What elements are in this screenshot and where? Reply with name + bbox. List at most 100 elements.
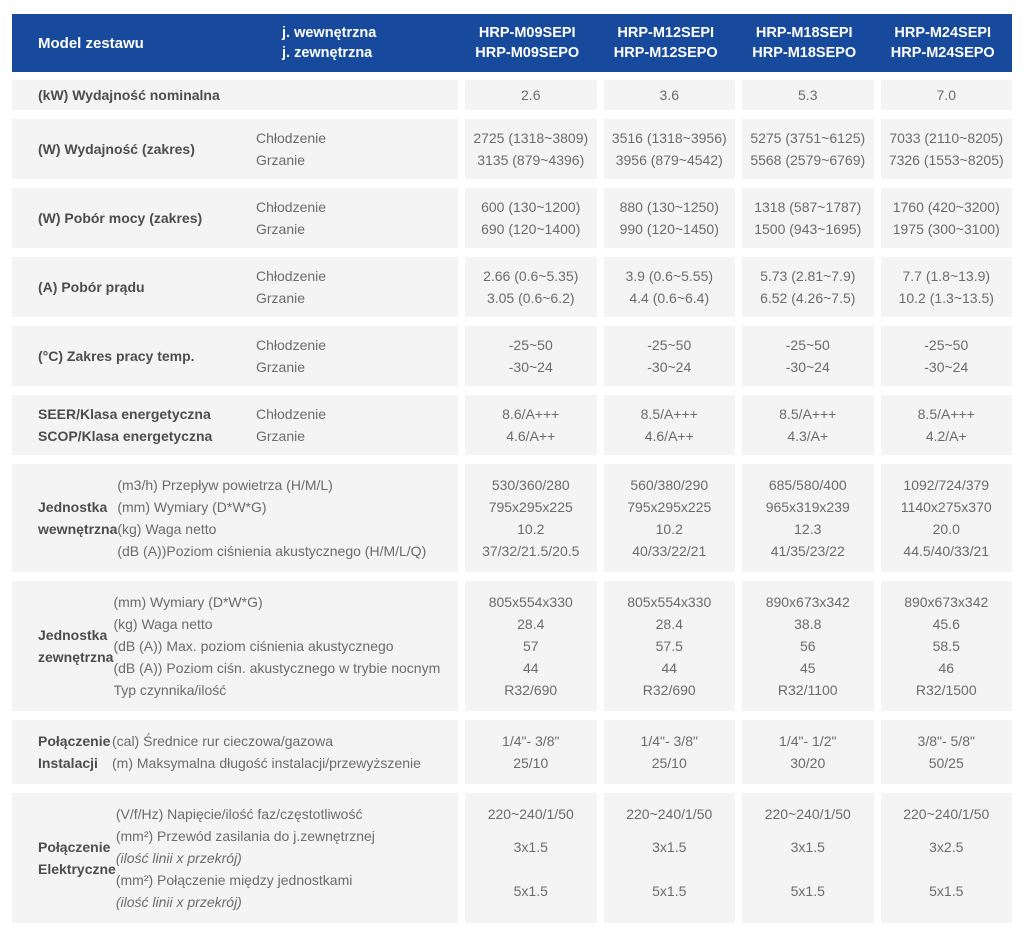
value-cell: -30~24 (924, 359, 969, 375)
parameter-note: (ilość linii x przekrój) (115, 894, 242, 910)
value-cell: 10.2 (655, 521, 683, 537)
value-cell: 965x319x239 (765, 499, 850, 515)
parameter: (V/f/Hz) Napięcie/ilość faz/częstotliwoś… (116, 803, 458, 825)
header-model-column: HRP-M24SEPI HRP-M24SEPO (874, 23, 1013, 63)
value-cell: 12.3 (794, 521, 822, 537)
value-cell: 56 (799, 638, 816, 654)
value-cell: 3.9 (0.6~5.55) (625, 268, 714, 284)
value-cell: 3135 (879~4396) (477, 152, 585, 168)
value-cell: 44.5/40/33/21 (903, 543, 990, 559)
value-column: 1/4"- 1/2" 30/20 (742, 720, 874, 784)
value-cell: 890x673x342 (765, 594, 850, 610)
value-column: 5.3 (742, 80, 874, 110)
row-label-block: (W) Wydajność (zakres) Chłodzenie Grzanie (12, 119, 458, 179)
row-label-line: (°C) Zakres pracy temp. (38, 348, 195, 364)
value-cell: 45.6 (932, 616, 960, 632)
parameter-text: (kg) Waga netto (113, 616, 213, 632)
header-unit-labels: j. wewnętrzna j. zewnętrzna (282, 23, 458, 63)
value-column: 600 (130~1200) 690 (120~1400) (465, 188, 597, 248)
value-cell: 3x1.5 (513, 839, 548, 855)
parameter-text: (dB (A)) Poziom ciśn. akustycznego w try… (113, 660, 441, 676)
section-name-line: Instalacji (38, 755, 98, 771)
value-cell: 25/10 (651, 755, 687, 771)
value-cell: 1760 (420~3200) (892, 199, 1000, 215)
value-cell: 4.3/A+ (787, 428, 829, 444)
value-column: 8.5/A+++ 4.2/A+ (880, 395, 1012, 455)
value-column: 220~240/1/50 3x2.5 5x1.5 (880, 793, 1012, 923)
value-cell: 45 (799, 660, 816, 676)
value-cell: 1140x275x370 (900, 499, 992, 515)
row-label-line: (kW) Wydajność nominalna (38, 87, 220, 103)
mode-label: Chłodzenie (256, 130, 327, 146)
value-column: 3516 (1318~3956) 3956 (879~4542) (603, 119, 735, 179)
header-outdoor-model: HRP-M12SEPO (613, 45, 718, 61)
value-column: 220~240/1/50 3x1.5 5x1.5 (742, 793, 874, 923)
parameter: (cal) Średnice rur cieczowa/gazowa (112, 730, 458, 752)
value-cell: 600 (130~1200) (481, 199, 581, 215)
parameter: (kg) Waga netto (117, 518, 458, 540)
value-column: 7.0 (880, 80, 1012, 110)
value-cell: 220~240/1/50 (903, 806, 990, 822)
mode-labels: Chłodzenie Grzanie (256, 403, 326, 447)
value-cell: 4.4 (0.6~6.4) (629, 290, 710, 306)
value-column: -25~50 -30~24 (603, 326, 735, 386)
value-cell: -25~50 (924, 337, 969, 353)
value-cell: R32/1100 (777, 682, 838, 698)
parameter-text: Typ czynnika/ilość (113, 682, 227, 698)
section-name-line: Połączenie (38, 733, 111, 749)
value-column: 8.5/A+++ 4.6/A++ (603, 395, 735, 455)
parameter: Typ czynnika/ilość (113, 679, 458, 701)
table-row: (W) Pobór mocy (zakres) Chłodzenie Grzanie… (12, 188, 1012, 248)
value-cell: 8.6/A+++ (502, 406, 560, 422)
value-column: -25~50 -30~24 (880, 326, 1012, 386)
table-row: Jednostka wewnętrzna (m3/h) Przepływ powie… (12, 464, 1012, 572)
value-column: 890x673x342 45.6 58.5 46 R32/1500 (880, 581, 1012, 711)
value-cell: 4.6/A++ (506, 428, 556, 444)
value-cell: 8.5/A+++ (640, 406, 698, 422)
parameter-list: (mm) Wymiary (D*W*G) (kg) Waga netto (dB (… (113, 591, 458, 701)
table-row: (kW) Wydajność nominalna 2.6 3.6 5.3 7.0 (12, 80, 1012, 110)
value-column: 2.6 (465, 80, 597, 110)
row-label-block: Połączenie Elektryczne (V/f/Hz) Napięcie/i… (12, 793, 458, 923)
mode-label: Grzanie (256, 152, 306, 168)
row-label-block: (kW) Wydajność nominalna (12, 80, 458, 110)
header-model-column: HRP-M09SEPI HRP-M09SEPO (458, 23, 597, 63)
parameter: (mm) Wymiary (D*W*G) (117, 496, 458, 518)
parameter-text: (dB (A)) Max. poziom ciśnienia akustyczn… (113, 638, 394, 654)
value-cell: 795x295x225 (488, 499, 573, 515)
value-column: 220~240/1/50 3x1.5 5x1.5 (465, 793, 597, 923)
value-cell: 220~240/1/50 (764, 806, 851, 822)
value-cell: 805x554x330 (488, 594, 573, 610)
mode-label: Grzanie (256, 359, 306, 375)
value-cell: 25/10 (513, 755, 549, 771)
value-cell: 10.2 (1.3~13.5) (898, 290, 994, 306)
header-outdoor-unit-label: j. zewnętrzna (282, 45, 373, 61)
value-cell: 10.2 (517, 521, 545, 537)
header-indoor-unit-label: j. wewnętrzna (282, 25, 377, 41)
table-row: (°C) Zakres pracy temp. Chłodzenie Grzanie… (12, 326, 1012, 386)
parameter-text: (mm) Wymiary (D*W*G) (113, 594, 263, 610)
row-label-line: (W) Wydajność (zakres) (38, 141, 195, 157)
parameter: (mm²) Połączenie między jednostkami (iloś… (116, 869, 458, 913)
value-column: 1/4"- 3/8" 25/10 (465, 720, 597, 784)
mode-labels: Chłodzenie Grzanie (256, 127, 326, 171)
value-column: 7.7 (1.8~13.9) 10.2 (1.3~13.5) (880, 257, 1012, 317)
value-cell: 3x2.5 (929, 839, 964, 855)
value-cell: 1318 (587~1787) (754, 199, 862, 215)
value-cell: 795x295x225 (627, 499, 712, 515)
section-name-line: Jednostka (38, 499, 108, 515)
row-label: (°C) Zakres pracy temp. (12, 345, 256, 367)
value-cell: 4.2/A+ (925, 428, 967, 444)
value-cell: R32/690 (642, 682, 696, 698)
value-cell: 8.5/A+++ (779, 406, 837, 422)
value-cell: 220~240/1/50 (487, 806, 574, 822)
parameter-text: (kg) Waga netto (117, 521, 217, 537)
value-cell: 44 (661, 660, 678, 676)
table-row: (W) Wydajność (zakres) Chłodzenie Grzanie 2… (12, 119, 1012, 179)
value-cell: 5x1.5 (929, 883, 964, 899)
section-name-line: Jednostka (38, 627, 108, 643)
value-cell: 690 (120~1400) (481, 221, 581, 237)
mode-labels: Chłodzenie Grzanie (256, 265, 326, 309)
mode-label: Grzanie (256, 221, 306, 237)
value-cell: 5275 (3751~6125) (750, 130, 866, 146)
